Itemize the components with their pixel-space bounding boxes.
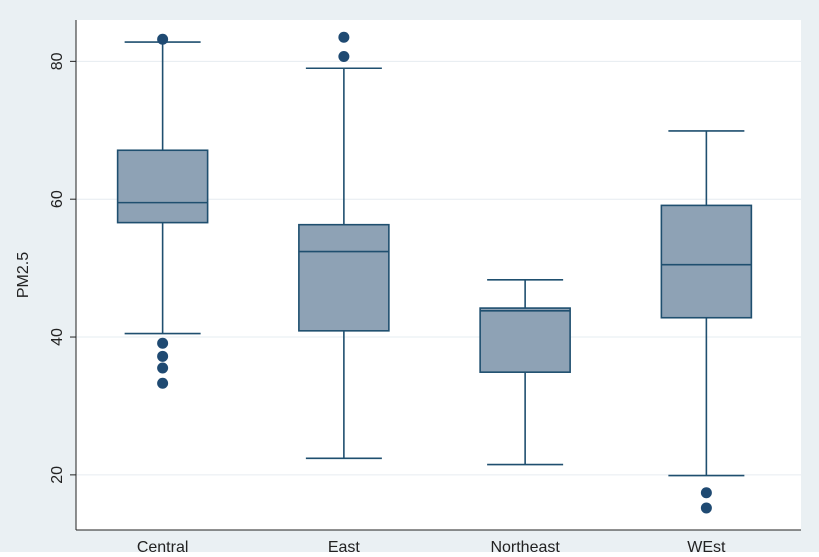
outlier-point — [157, 350, 169, 362]
x-tick-label: Northeast — [490, 539, 560, 552]
outlier-point — [338, 51, 350, 63]
y-axis-label: PM2.5 — [15, 252, 32, 298]
y-axis-ticks: 20 40 60 80 — [49, 52, 76, 484]
outlier-point — [700, 487, 712, 499]
outlier-point — [700, 502, 712, 514]
outlier-point — [157, 362, 169, 374]
box-group-central — [116, 33, 209, 389]
x-tick-label: WEst — [687, 539, 726, 552]
iqr-box — [660, 204, 753, 319]
y-tick-label: 40 — [49, 328, 66, 346]
y-tick-label: 20 — [49, 466, 66, 484]
x-tick-label: East — [328, 539, 361, 552]
x-tick-label: Central — [137, 539, 189, 552]
box-group-west — [660, 130, 753, 514]
iqr-box — [116, 149, 209, 224]
box-group-northeast — [479, 279, 571, 466]
boxes — [116, 31, 753, 514]
outlier-point — [157, 377, 169, 389]
iqr-box — [479, 307, 571, 373]
iqr-box — [298, 223, 390, 332]
y-tick-label: 60 — [49, 190, 66, 208]
outlier-point — [157, 33, 169, 45]
outlier-point — [157, 337, 169, 349]
y-tick-label: 80 — [49, 52, 66, 70]
outlier-point — [338, 31, 350, 43]
box-group-east — [298, 31, 390, 460]
